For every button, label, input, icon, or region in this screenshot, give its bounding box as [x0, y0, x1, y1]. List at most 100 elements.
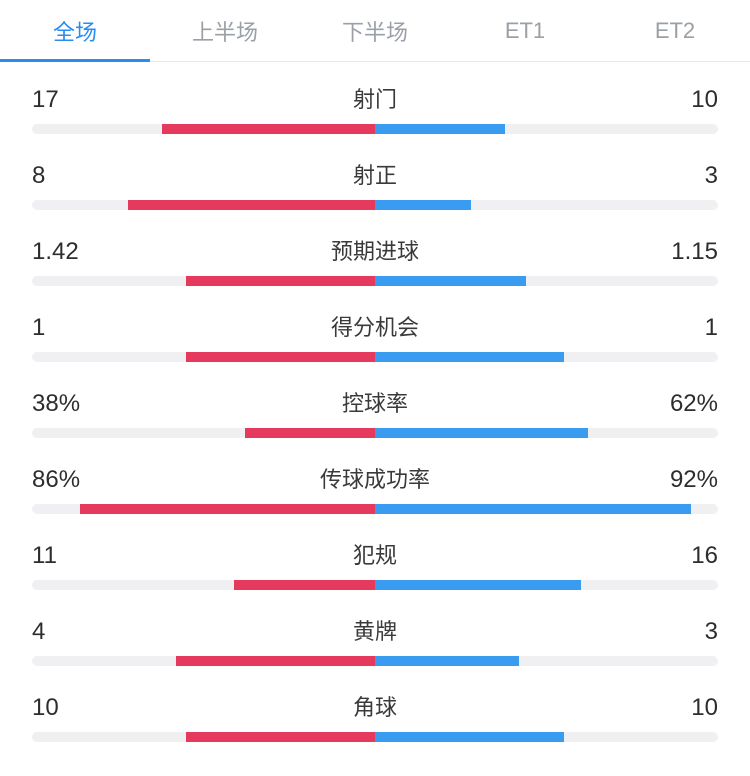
stat-bar-right-half [375, 732, 718, 742]
tab-label: 全场 [53, 15, 97, 47]
stat-row: 17射门10 [32, 82, 718, 134]
stat-right-value: 92% [658, 466, 718, 494]
stat-bar-right-half [375, 580, 718, 590]
stat-bar-left-half [32, 200, 375, 210]
tab-label: 上半场 [192, 15, 258, 47]
stat-bar-left-fill [128, 200, 375, 210]
stat-bar-right-half [375, 656, 718, 666]
stat-row: 38%控球率62% [32, 386, 718, 438]
stat-bar-track [32, 276, 718, 286]
stat-right-value: 1 [658, 314, 718, 342]
stat-row: 11犯规16 [32, 538, 718, 590]
tab-4[interactable]: ET2 [600, 0, 750, 61]
stat-bar-left-fill [162, 124, 375, 134]
stat-bar-left-fill [186, 352, 375, 362]
stat-right-value: 10 [658, 86, 718, 114]
stat-header: 1得分机会1 [32, 310, 718, 342]
tab-label: ET2 [655, 18, 695, 44]
stat-right-value: 16 [658, 542, 718, 570]
stat-label: 角球 [92, 690, 658, 722]
tab-2[interactable]: 下半场 [300, 0, 450, 61]
stat-left-value: 38% [32, 390, 92, 418]
stat-right-value: 3 [658, 618, 718, 646]
stat-bar-left-fill [186, 732, 375, 742]
stat-label: 犯规 [92, 538, 658, 570]
stat-bar-left-half [32, 504, 375, 514]
stat-bar-left-fill [245, 428, 375, 438]
tabs-bar: 全场 上半场 下半场 ET1 ET2 [0, 0, 750, 62]
stat-label: 射门 [92, 82, 658, 114]
stat-bar-left-half [32, 732, 375, 742]
stat-bar-left-fill [176, 656, 375, 666]
stat-bar-right-half [375, 428, 718, 438]
stat-right-value: 3 [658, 162, 718, 190]
stat-bar-left-fill [186, 276, 375, 286]
stat-header: 10角球10 [32, 690, 718, 722]
stat-right-value: 62% [658, 390, 718, 418]
stat-bar-right-fill [375, 504, 691, 514]
stat-left-value: 10 [32, 694, 92, 722]
stat-right-value: 10 [658, 694, 718, 722]
stat-bar-right-half [375, 276, 718, 286]
stat-bar-left-half [32, 276, 375, 286]
stat-header: 38%控球率62% [32, 386, 718, 418]
stat-bar-track [32, 124, 718, 134]
stat-row: 8射正3 [32, 158, 718, 210]
stat-label: 预期进球 [92, 234, 658, 266]
tab-label: 下半场 [342, 15, 408, 47]
stat-bar-track [32, 504, 718, 514]
stat-left-value: 8 [32, 162, 92, 190]
stat-header: 86%传球成功率92% [32, 462, 718, 494]
stat-row: 1.42预期进球1.15 [32, 234, 718, 286]
stat-label: 得分机会 [92, 310, 658, 342]
stat-bar-right-half [375, 504, 718, 514]
tab-0[interactable]: 全场 [0, 0, 150, 61]
stat-bar-right-fill [375, 276, 526, 286]
tab-1[interactable]: 上半场 [150, 0, 300, 61]
stat-left-value: 4 [32, 618, 92, 646]
stat-bar-left-half [32, 656, 375, 666]
stat-bar-track [32, 656, 718, 666]
stat-left-value: 86% [32, 466, 92, 494]
stat-row: 10角球10 [32, 690, 718, 742]
stat-bar-left-half [32, 428, 375, 438]
stat-bar-left-fill [80, 504, 375, 514]
stat-header: 1.42预期进球1.15 [32, 234, 718, 266]
stat-label: 黄牌 [92, 614, 658, 646]
stat-row: 1得分机会1 [32, 310, 718, 362]
stat-row: 4黄牌3 [32, 614, 718, 666]
tab-3[interactable]: ET1 [450, 0, 600, 61]
stat-header: 17射门10 [32, 82, 718, 114]
stat-bar-track [32, 352, 718, 362]
stat-bar-left-half [32, 352, 375, 362]
stat-bar-track [32, 732, 718, 742]
stat-right-value: 1.15 [658, 238, 718, 266]
stat-bar-right-fill [375, 124, 505, 134]
stat-left-value: 17 [32, 86, 92, 114]
stat-bar-right-fill [375, 352, 564, 362]
stat-bar-right-fill [375, 656, 519, 666]
stat-bar-left-fill [234, 580, 375, 590]
stat-header: 8射正3 [32, 158, 718, 190]
stat-bar-track [32, 428, 718, 438]
stat-bar-left-half [32, 580, 375, 590]
stat-bar-track [32, 580, 718, 590]
stat-bar-right-half [375, 200, 718, 210]
stat-bar-left-half [32, 124, 375, 134]
stat-row: 86%传球成功率92% [32, 462, 718, 514]
stat-label: 控球率 [92, 386, 658, 418]
stat-left-value: 1.42 [32, 238, 92, 266]
stat-bar-right-fill [375, 732, 564, 742]
stat-header: 11犯规16 [32, 538, 718, 570]
stat-bar-right-half [375, 124, 718, 134]
stat-left-value: 11 [32, 542, 92, 570]
stat-label: 传球成功率 [92, 462, 658, 494]
tab-label: ET1 [505, 18, 545, 44]
stats-list: 17射门108射正31.42预期进球1.151得分机会138%控球率62%86%… [0, 62, 750, 776]
stat-bar-right-fill [375, 580, 581, 590]
stat-header: 4黄牌3 [32, 614, 718, 646]
stat-bar-right-fill [375, 428, 588, 438]
stat-label: 射正 [92, 158, 658, 190]
stat-bar-right-half [375, 352, 718, 362]
stat-bar-track [32, 200, 718, 210]
